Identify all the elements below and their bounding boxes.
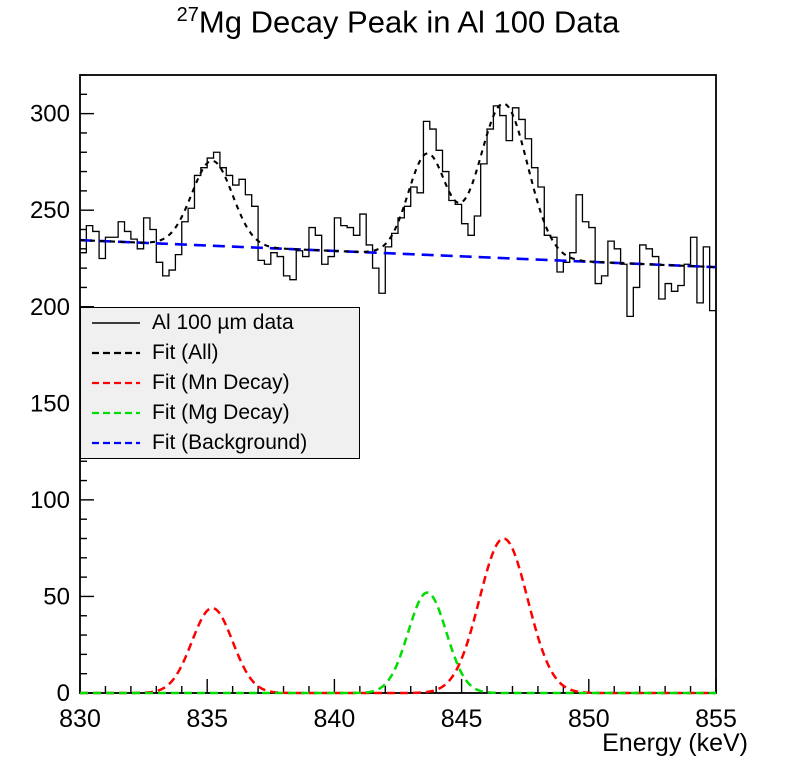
legend-line-sample: [92, 411, 140, 415]
y-tick-label: 300: [30, 101, 70, 128]
y-tick-label: 250: [30, 197, 70, 224]
x-axis-label: Energy (keV): [602, 729, 748, 757]
legend-line-sample: [92, 322, 140, 324]
legend-line-sample: [92, 351, 140, 355]
legend-entry: Fit (Mn Decay): [81, 368, 359, 398]
x-tick-label: 840: [314, 705, 356, 733]
y-tick-label: 50: [43, 583, 70, 610]
legend-entry: Fit (Mg Decay): [81, 398, 359, 428]
x-tick-label: 855: [695, 705, 737, 733]
legend-entry: Fit (All): [81, 338, 359, 368]
legend-line-sample: [92, 381, 140, 385]
x-tick-label: 845: [441, 705, 483, 733]
legend-line-sample: [92, 441, 140, 445]
fit-background-curve: [79, 238, 717, 269]
title-superscript: 27: [176, 4, 199, 26]
x-tick-label: 850: [568, 705, 610, 733]
legend-entry: Al 100 µm data: [81, 308, 359, 338]
y-tick-label: 150: [30, 390, 70, 417]
y-tick-label: 100: [30, 487, 70, 514]
legend-entry-label: Fit (Background): [152, 431, 308, 454]
fit-all-curve: [79, 102, 717, 269]
legend-entry-label: Fit (All): [152, 341, 219, 364]
y-tick-label: 0: [57, 680, 70, 707]
legend-box: Al 100 µm data Fit (All) Fit (Mn Decay) Fit…: [80, 307, 360, 459]
legend-entry: Fit (Background): [81, 428, 359, 458]
legend-entry-label: Fit (Mn Decay): [152, 371, 290, 394]
plot-title: 27Mg Decay Peak in Al 100 Data: [0, 4, 796, 40]
legend-entry-label: Fit (Mg Decay): [152, 401, 290, 424]
y-tick-label: 200: [30, 294, 70, 321]
title-text: Mg Decay Peak in Al 100 Data: [198, 4, 620, 40]
x-tick-label: 835: [186, 705, 228, 733]
fit-mn-decay-curve: [80, 537, 716, 695]
fit-mg-decay-curve: [80, 591, 716, 695]
histogram-series: [80, 105, 716, 318]
x-tick-label: 830: [59, 705, 101, 733]
legend-entry-label: Al 100 µm data: [152, 311, 294, 334]
